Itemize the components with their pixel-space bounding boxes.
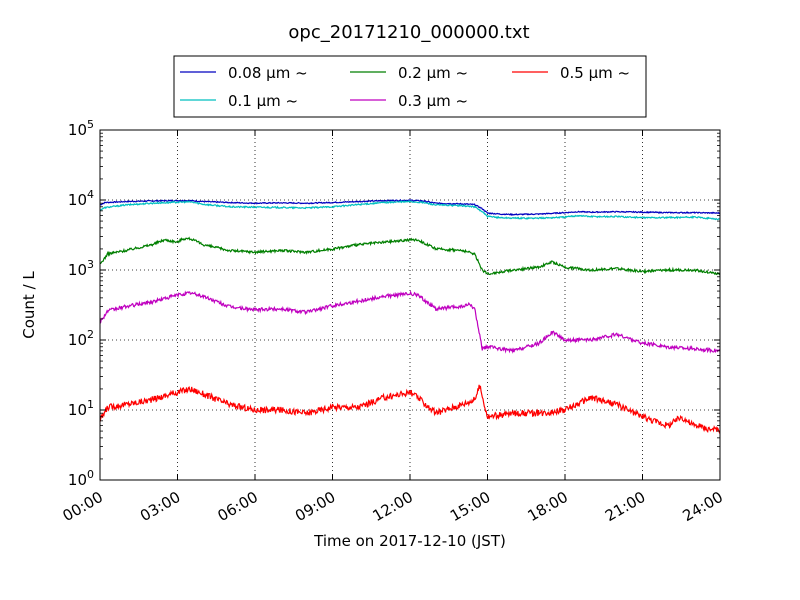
y-tick-label: 101 (68, 398, 94, 419)
legend-box (173, 55, 647, 118)
chart-title: opc_20171210_000000.txt (288, 22, 529, 43)
series-line-2 (100, 236, 721, 276)
legend-label-2: 0.2 μm ~ (398, 64, 468, 82)
y-tick-label: 105 (68, 118, 94, 139)
series-line-0 (99, 198, 721, 216)
y-tick-label: 100 (68, 468, 94, 489)
grid (100, 130, 720, 480)
legend: 0.08 μm ~ 0.1 μm ~ 0.2 μm ~ 0.3 μm ~ 0.5 μm … (173, 55, 647, 118)
series-lines (99, 198, 721, 434)
x-axis-label: Time on 2017-12-10 (JST) (313, 532, 506, 550)
legend-label-4: 0.5 μm ~ (560, 64, 630, 82)
y-tick-label: 103 (68, 258, 94, 279)
y-tick-label: 104 (68, 188, 94, 209)
legend-label-3: 0.3 μm ~ (398, 92, 468, 110)
series-line-1 (99, 200, 721, 221)
legend-label-0: 0.08 μm ~ (228, 64, 308, 82)
series-line-4 (99, 384, 721, 434)
y-tick-label: 102 (68, 328, 94, 349)
legend-label-1: 0.1 μm ~ (228, 92, 298, 110)
y-axis-label: Count / L (20, 271, 38, 339)
series-line-3 (99, 290, 721, 354)
